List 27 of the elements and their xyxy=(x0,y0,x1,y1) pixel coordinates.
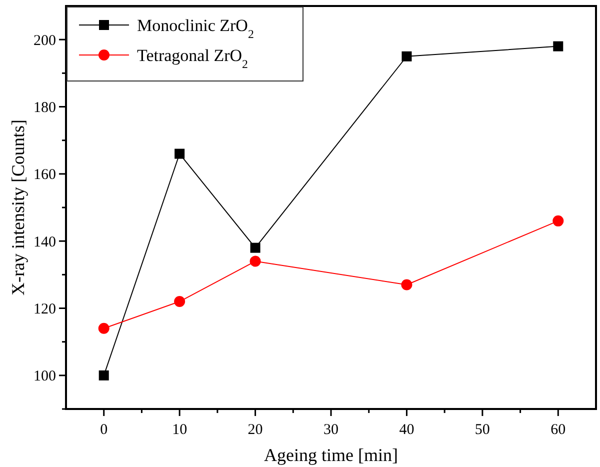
y-axis-title: X-ray intensity [Counts] xyxy=(8,120,28,296)
point xyxy=(250,242,260,253)
x-tick-label: 50 xyxy=(474,422,490,438)
x-axis-title: Ageing time [min] xyxy=(264,445,398,465)
y-tick-label: 140 xyxy=(34,234,56,250)
point xyxy=(552,215,564,226)
point xyxy=(98,370,109,380)
y-tick-label: 160 xyxy=(34,167,56,184)
x-tick-label: 60 xyxy=(550,422,566,438)
x-tick-label: 10 xyxy=(172,422,188,438)
y-tick-label: 200 xyxy=(34,32,56,49)
x-tick-label: 40 xyxy=(399,422,414,438)
point xyxy=(402,51,412,62)
x-tick-label: 0 xyxy=(100,422,108,438)
point xyxy=(250,256,261,267)
x-tick-label: 30 xyxy=(324,422,338,438)
y-tick-label: 180 xyxy=(34,100,56,116)
y-tick-label: 120 xyxy=(34,302,56,318)
point xyxy=(174,148,185,159)
legend-label: Monoclinic ZrO$_{2}$ xyxy=(137,16,254,41)
point xyxy=(401,279,412,290)
x-tick-label: 20 xyxy=(248,422,263,438)
point xyxy=(174,296,186,308)
point xyxy=(98,322,110,334)
point xyxy=(553,41,564,52)
legend-label: Tetragonal ZrO$_{2}$ xyxy=(137,46,248,71)
y-tick-label: 100 xyxy=(34,368,56,385)
